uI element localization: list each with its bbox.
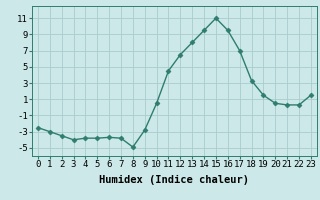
X-axis label: Humidex (Indice chaleur): Humidex (Indice chaleur) xyxy=(100,175,249,185)
